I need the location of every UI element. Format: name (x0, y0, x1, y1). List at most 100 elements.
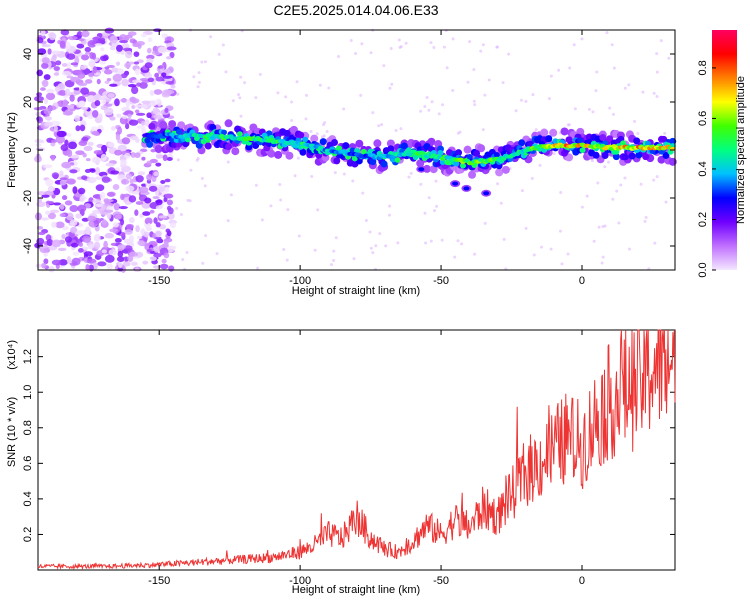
heatmap-cell (514, 109, 518, 113)
heatmap-cell (88, 60, 96, 68)
heatmap-cell (135, 225, 140, 233)
heatmap-cell (397, 38, 401, 42)
heatmap-cell (364, 218, 368, 222)
top-x-tick-label: -150 (148, 275, 170, 287)
heatmap-cell (103, 240, 108, 249)
heatmap-cell (51, 172, 60, 179)
heatmap-cell (325, 130, 329, 134)
heatmap-cell (36, 201, 46, 208)
heatmap-cell (80, 87, 90, 95)
heatmap-cell (149, 90, 155, 96)
heatmap-cell (64, 200, 73, 206)
heatmap-cell (664, 200, 668, 204)
heatmap-cell (186, 198, 190, 202)
heatmap-cell (164, 89, 175, 95)
heatmap-cell (51, 239, 62, 248)
heatmap-cell (34, 139, 43, 144)
heatmap-cell (117, 244, 126, 250)
heatmap-cell (109, 83, 118, 87)
heatmap-cell (400, 142, 408, 150)
heatmap-cell (136, 125, 146, 129)
heatmap-cell (154, 246, 159, 253)
heatmap-cell (85, 51, 91, 55)
heatmap-cell (84, 79, 93, 84)
colorbar-label: Normalized spectral amplitude (735, 76, 747, 224)
heatmap-cell (147, 77, 155, 83)
heatmap-cell (66, 178, 76, 185)
heatmap-cell (112, 184, 120, 191)
heatmap-cell (45, 116, 53, 121)
heatmap-cell (592, 151, 600, 159)
heatmap-cell (120, 193, 125, 201)
heatmap-cell (643, 219, 647, 223)
heatmap-cell (40, 217, 49, 221)
heatmap-cell (195, 158, 199, 162)
heatmap-cell (519, 98, 523, 102)
heatmap-cell (87, 243, 95, 250)
heatmap-cell (46, 238, 54, 247)
heatmap-cell (41, 57, 50, 64)
colorbar-tick-label: 0.2 (697, 212, 709, 227)
heatmap-cell (43, 74, 51, 80)
heatmap-cell (371, 251, 375, 255)
heatmap-cell (327, 86, 331, 90)
heatmap-cell (116, 256, 125, 263)
heatmap-cell (157, 65, 164, 69)
heatmap-cell (237, 93, 241, 97)
heatmap-cell (61, 161, 72, 169)
heatmap-cell (597, 225, 601, 229)
heatmap-cell (477, 144, 486, 153)
heatmap-cell (106, 263, 113, 270)
heatmap-cell (532, 253, 536, 257)
heatmap-cell (41, 194, 50, 198)
heatmap-cell (92, 156, 102, 164)
heatmap-cell (557, 68, 561, 72)
heatmap-cell (70, 62, 79, 66)
heatmap-cell (607, 160, 611, 164)
heatmap-cell (67, 36, 78, 41)
bottom-y-tick-label: 0.6 (22, 456, 34, 471)
heatmap-cell (128, 217, 135, 224)
heatmap-cell (75, 150, 85, 156)
heatmap-cell (47, 212, 57, 220)
heatmap-cell (217, 52, 221, 56)
heatmap-cell (108, 249, 117, 256)
heatmap-cell (451, 88, 455, 92)
top-y-tick-label: 40 (22, 48, 34, 60)
heatmap-cell (267, 149, 276, 158)
heatmap-cell (200, 176, 204, 180)
heatmap-cell (507, 52, 511, 56)
heatmap-cell (141, 100, 151, 105)
heatmap-cell (360, 42, 364, 46)
heatmap-cell (435, 204, 439, 208)
heatmap-cell (423, 104, 427, 108)
heatmap-cell (269, 204, 273, 208)
heatmap-cell (120, 50, 125, 55)
heatmap-cell (427, 137, 436, 146)
heatmap-cell (389, 47, 393, 51)
heatmap-cell (69, 154, 80, 159)
heatmap-cell (78, 242, 84, 247)
heatmap-cell (66, 53, 76, 60)
heatmap-cell (78, 100, 86, 107)
heatmap-cell (141, 104, 149, 109)
heatmap-cell (136, 82, 142, 87)
heatmap-cell (442, 45, 446, 49)
heatmap-cell (424, 241, 428, 245)
heatmap-cell (153, 114, 162, 120)
heatmap-cell (115, 214, 122, 220)
heatmap-cell (43, 108, 52, 115)
heatmap-cell (399, 127, 403, 131)
heatmap-cell (164, 178, 171, 183)
heatmap-cell (155, 230, 162, 238)
bottom-y-tick-label: 1.2 (22, 349, 34, 364)
colorbar-tick-label: 0.0 (697, 262, 709, 277)
heatmap-cell (349, 38, 353, 42)
heatmap-cell (109, 228, 119, 233)
heatmap-cell (619, 183, 623, 187)
heatmap-cell (97, 261, 107, 267)
heatmap-cell (122, 47, 133, 52)
heatmap-cell (481, 43, 485, 47)
heatmap-cell (320, 135, 324, 139)
heatmap-cell (342, 172, 346, 176)
